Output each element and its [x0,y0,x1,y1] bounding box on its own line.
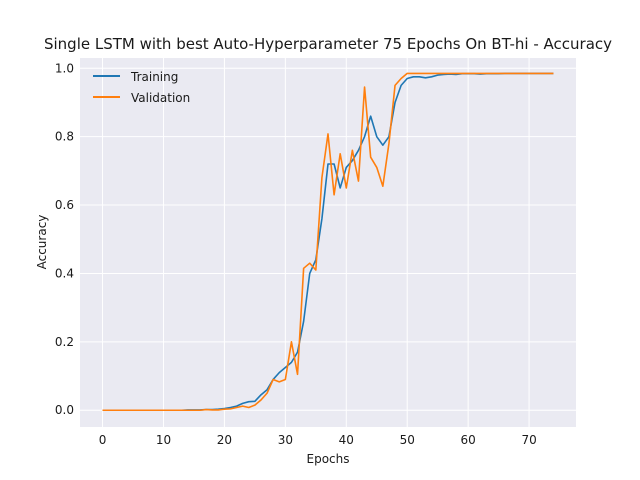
x-tick-label: 60 [461,433,476,447]
chart-title: Single LSTM with best Auto-Hyperparamete… [44,35,612,53]
x-tick-label: 20 [217,433,232,447]
x-tick-label: 50 [400,433,415,447]
y-axis-label: Accuracy [35,215,49,270]
y-tick-label: 0.2 [55,335,74,349]
x-tick-label: 10 [156,433,171,447]
x-tick-label: 40 [339,433,354,447]
y-tick-label: 0.0 [55,403,74,417]
x-tick-labels: 0 10 20 30 40 50 60 70 [99,433,537,447]
plot-area [80,58,576,427]
y-tick-label: 0.6 [55,198,74,212]
x-tick-label: 70 [521,433,536,447]
y-tick-labels: 0.0 0.2 0.4 0.6 0.8 1.0 [55,61,74,417]
x-axis-label: Epochs [307,452,350,466]
legend-label-training: Training [130,70,178,84]
x-tick-label: 30 [278,433,293,447]
y-tick-label: 0.4 [55,266,74,280]
legend-label-validation: Validation [131,91,190,105]
x-tick-label: 0 [99,433,107,447]
y-tick-label: 1.0 [55,61,74,75]
y-tick-label: 0.8 [55,130,74,144]
